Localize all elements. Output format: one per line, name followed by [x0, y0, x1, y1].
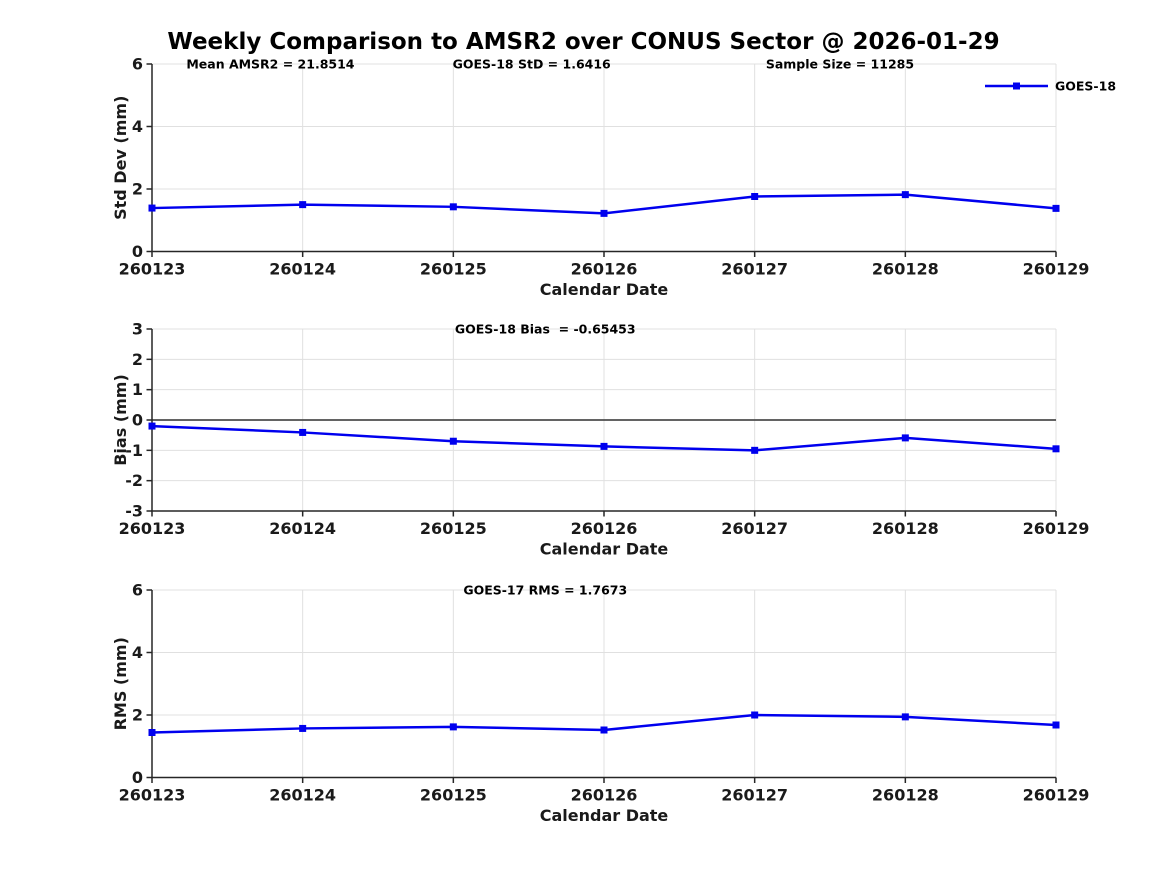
data-point-marker	[901, 191, 909, 199]
data-point-marker	[1052, 204, 1060, 212]
annotation: Mean AMSR2 = 21.8514	[186, 57, 354, 72]
x-axis-label: Calendar Date	[540, 540, 669, 559]
data-point-marker	[299, 201, 307, 209]
y-tick-label: 2	[132, 706, 143, 725]
data-point-marker	[1052, 445, 1060, 453]
x-tick-label: 260129	[1023, 260, 1090, 279]
x-tick-label: 260126	[571, 519, 638, 538]
x-tick-label: 260128	[872, 260, 939, 279]
x-tick-label: 260124	[269, 519, 336, 538]
x-tick-label: 260125	[420, 519, 487, 538]
x-tick-label: 260124	[269, 260, 336, 279]
data-point-marker	[600, 209, 608, 217]
x-tick-label: 260123	[119, 519, 186, 538]
y-tick-label: 2	[132, 350, 143, 369]
x-tick-label: 260128	[872, 519, 939, 538]
data-point-marker	[449, 203, 457, 211]
y-tick-label: 4	[132, 643, 143, 662]
annotation: GOES-18 StD = 1.6416	[453, 57, 611, 72]
data-point-marker	[449, 437, 457, 445]
y-tick-label: 6	[132, 581, 143, 600]
y-tick-label: 0	[132, 768, 143, 787]
data-point-marker	[148, 729, 156, 736]
data-point-marker	[600, 726, 608, 734]
x-tick-label: 260125	[420, 260, 487, 279]
y-tick-label: -3	[125, 502, 143, 521]
data-point-marker	[148, 422, 156, 430]
data-point-marker	[901, 434, 909, 442]
legend-label: GOES-18	[1055, 79, 1116, 94]
y-tick-label: 1	[132, 380, 143, 399]
rms-plot: 0 2 4 6 260123 260124 260125 260126 260127 260128…	[111, 581, 1090, 826]
annotation: GOES-17 RMS = 1.7673	[463, 583, 627, 598]
x-tick-label: 260123	[119, 786, 186, 805]
figure-title: Weekly Comparison to AMSR2 over CONUS Se…	[167, 29, 1000, 55]
y-tick-label: 6	[132, 55, 143, 74]
legend-marker-icon	[1013, 82, 1020, 90]
legend: GOES-18	[985, 79, 1116, 94]
y-tick-label: 3	[132, 320, 143, 339]
bias-plot: -3 -2 -1 0 1 2 3 260123 260124 260125 260126 260127…	[111, 320, 1090, 559]
y-tick-label: -1	[125, 441, 143, 460]
x-tick-label: 260126	[571, 260, 638, 279]
annotation: GOES-18 Bias = -0.65453	[455, 322, 636, 337]
data-point-marker	[299, 428, 307, 436]
x-tick-label: 260127	[721, 260, 788, 279]
data-point-marker	[299, 724, 307, 732]
x-axis-label: Calendar Date	[540, 806, 669, 825]
data-point-marker	[751, 711, 759, 719]
y-tick-label: 0	[132, 242, 143, 261]
x-tick-label: 260128	[872, 786, 939, 805]
y-tick-label: 0	[132, 411, 143, 430]
data-point-marker	[751, 446, 759, 454]
y-axis-label: Bias (mm)	[111, 374, 130, 466]
data-point-marker	[449, 723, 457, 731]
y-axis-label: RMS (mm)	[111, 637, 130, 730]
data-point-marker	[901, 713, 909, 721]
x-tick-label: 260129	[1023, 786, 1090, 805]
x-tick-label: 260127	[721, 519, 788, 538]
x-tick-label: 260124	[269, 786, 336, 805]
x-tick-label: 260126	[571, 786, 638, 805]
data-point-marker	[1052, 721, 1060, 729]
x-tick-label: 260123	[119, 260, 186, 279]
data-point-marker	[751, 193, 759, 200]
y-axis-label: Std Dev (mm)	[111, 96, 130, 220]
data-point-marker	[148, 204, 156, 212]
y-tick-label: -2	[125, 471, 143, 490]
x-axis-label: Calendar Date	[540, 280, 669, 299]
y-tick-label: 2	[132, 180, 143, 199]
y-tick-label: 4	[132, 117, 143, 136]
x-tick-label: 260129	[1023, 519, 1090, 538]
x-tick-label: 260125	[420, 786, 487, 805]
stddev-plot: 0 2 4 6 260123 260124 260125 260126 260127 260128…	[111, 55, 1116, 300]
data-point-marker	[600, 442, 608, 450]
x-tick-label: 260127	[721, 786, 788, 805]
annotation: Sample Size = 11285	[766, 57, 914, 72]
